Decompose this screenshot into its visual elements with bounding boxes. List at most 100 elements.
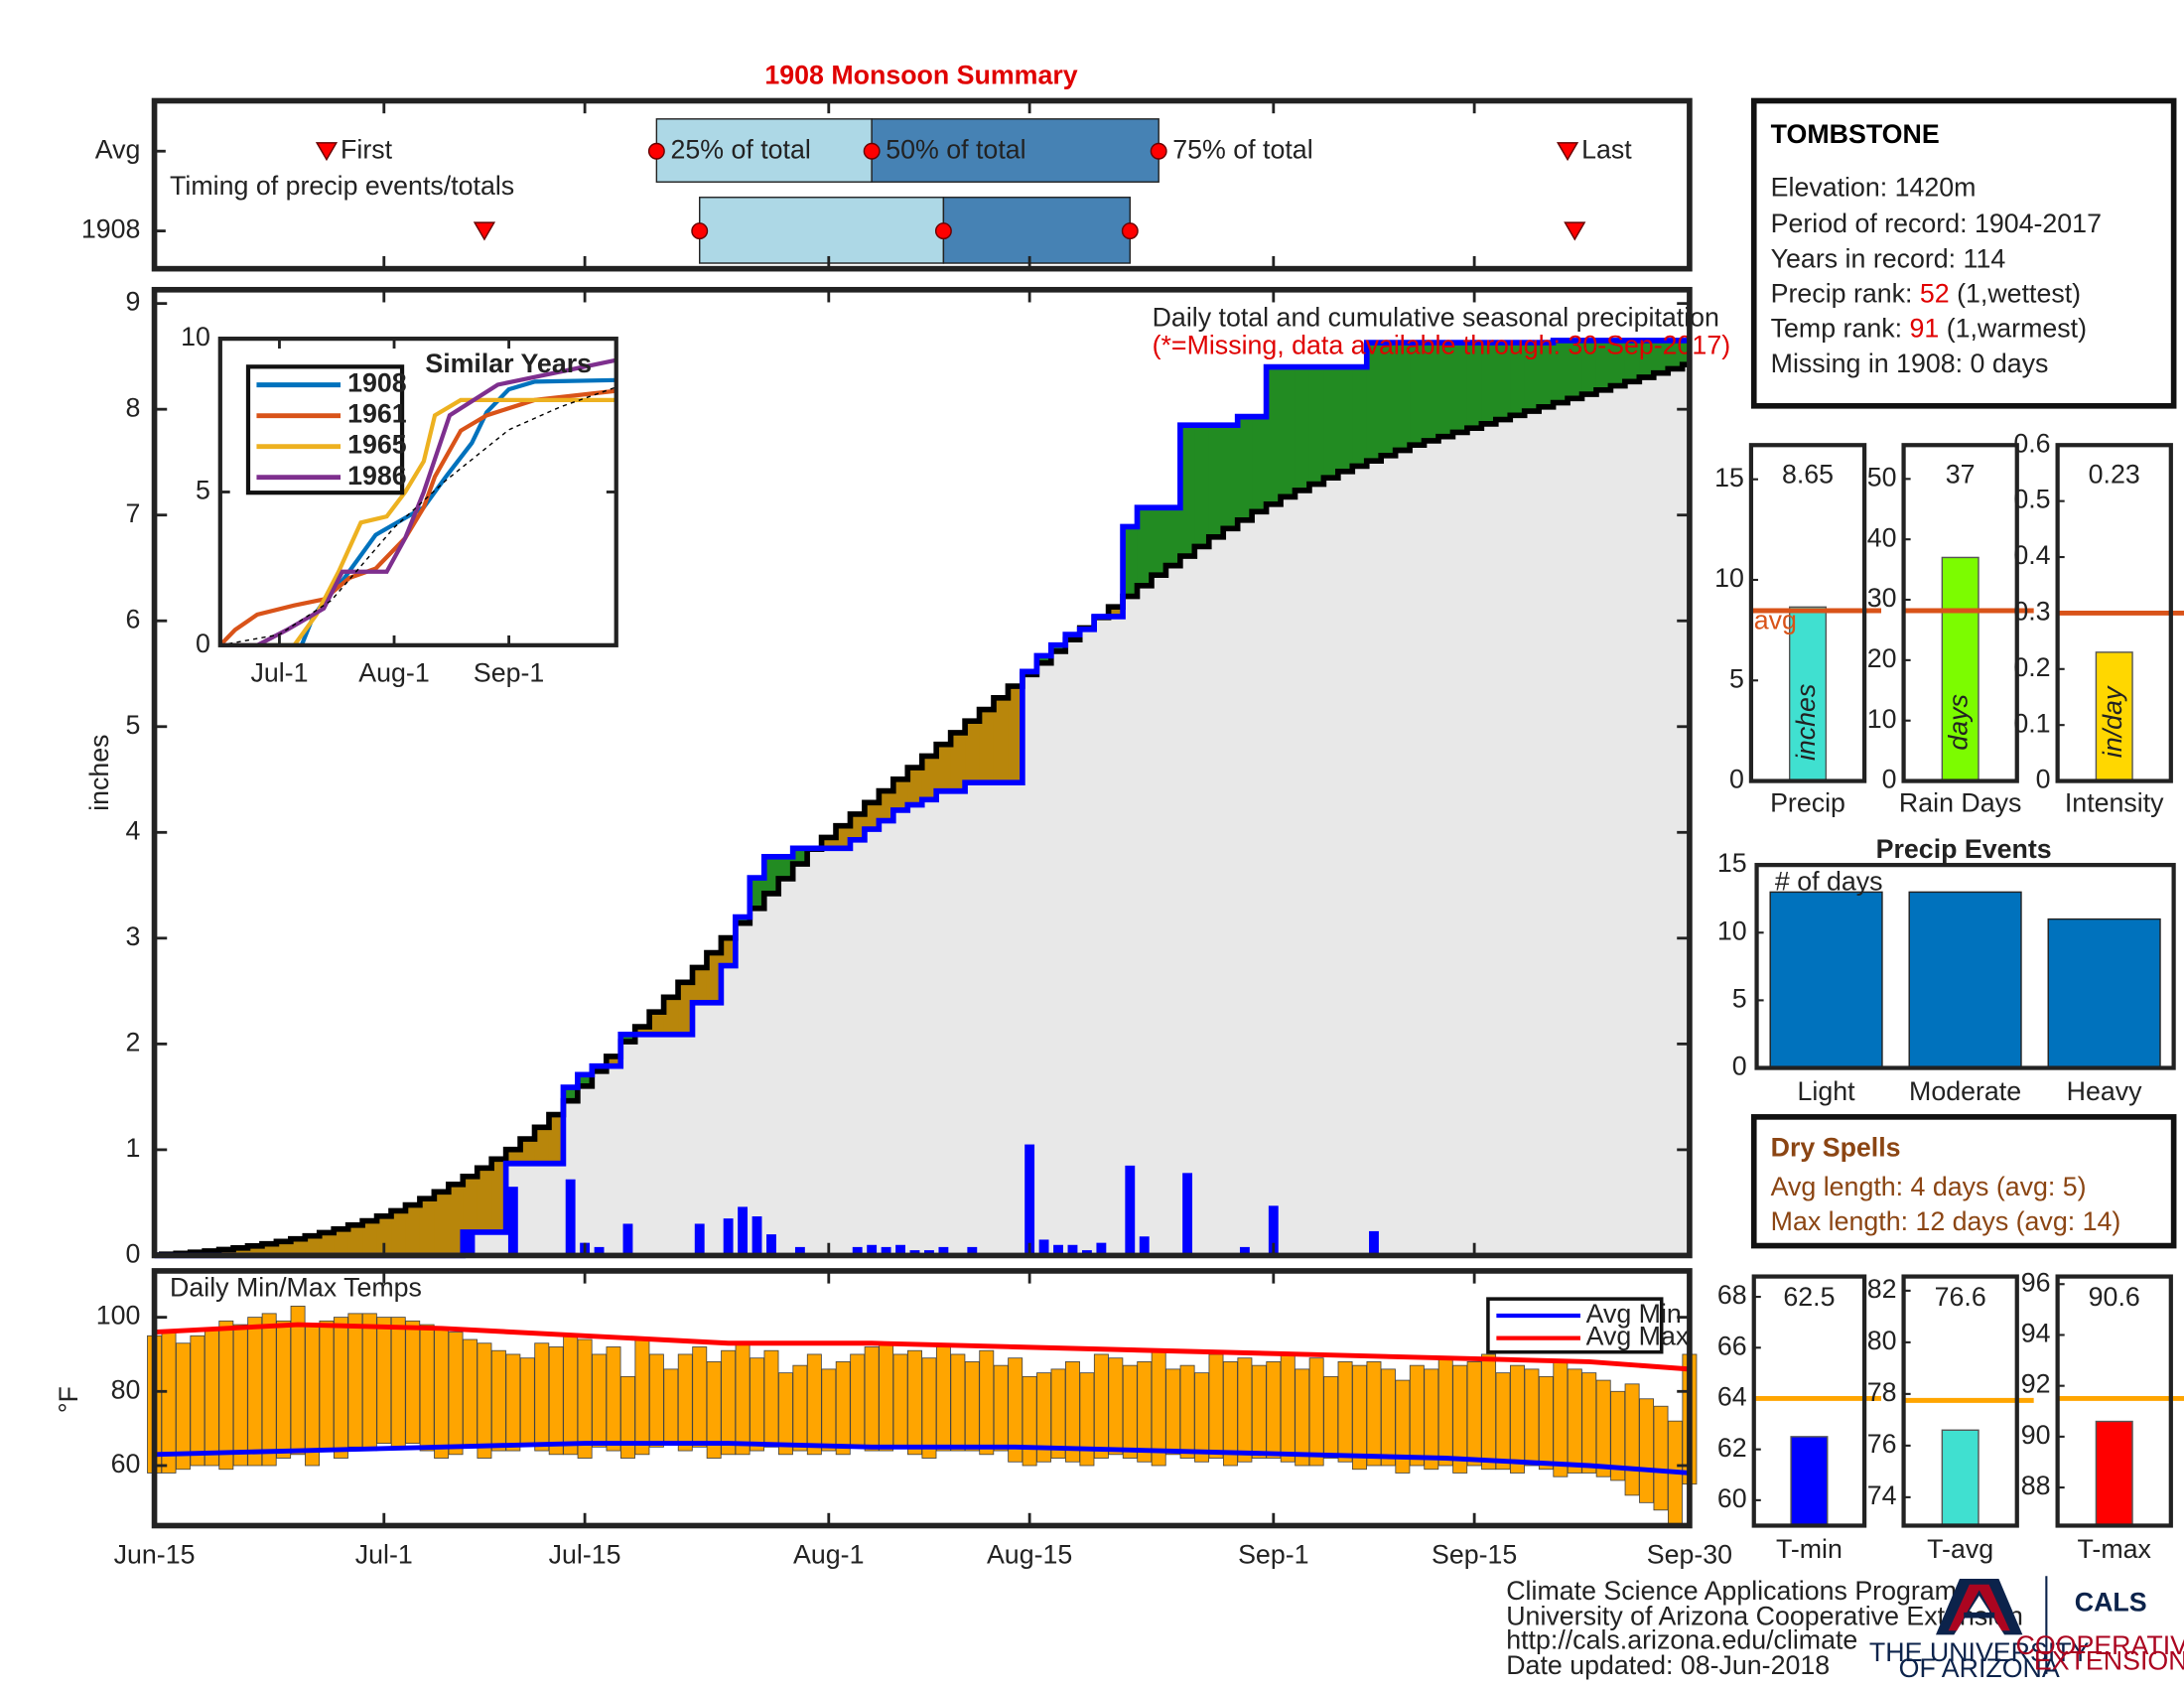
surplus-fill — [1295, 366, 1310, 491]
category-label: Heavy — [2067, 1076, 2142, 1106]
base-fill — [1410, 445, 1426, 1256]
footer-line: Climate Science Applications Program — [1506, 1576, 1957, 1606]
y-tick-label: 82 — [1867, 1274, 1897, 1304]
dry-spells-box — [1750, 1114, 2177, 1249]
base-fill — [792, 864, 808, 1256]
daily-precip-bar — [1053, 1244, 1063, 1256]
temp-range-bar — [519, 1357, 535, 1445]
base-fill — [1568, 398, 1583, 1256]
base-fill — [1466, 428, 1482, 1256]
base-fill — [1094, 617, 1110, 1256]
daily-precip-bar — [1024, 1144, 1035, 1256]
temp-range-bar — [921, 1357, 937, 1459]
chart-title: Precip Events — [1876, 834, 2052, 864]
quartile-marker — [863, 142, 881, 160]
temp-range-bar — [1581, 1372, 1597, 1474]
precip-rank: Precip rank: 52 (1,wettest) — [1771, 279, 2081, 309]
deficit-fill — [491, 1159, 507, 1232]
temp-range-bar — [577, 1338, 593, 1459]
y-tick-label: 74 — [1867, 1480, 1897, 1510]
y-axis-label: °F — [54, 1386, 83, 1413]
surplus-fill — [1568, 340, 1583, 399]
summary-bar — [1941, 1429, 1979, 1527]
deficit-fill — [276, 1241, 292, 1256]
deficit-fill — [434, 1192, 450, 1256]
y-tick-label: 0 — [126, 1239, 141, 1269]
surplus-fill — [1395, 343, 1411, 451]
value-label: 37 — [1946, 459, 1976, 489]
temp-range-bar — [850, 1353, 866, 1448]
y-tick-label: 66 — [1717, 1331, 1747, 1360]
surplus-fill — [1524, 343, 1540, 412]
event-label: Last — [1581, 134, 1632, 164]
event-bar — [2047, 917, 2161, 1069]
y-tick-label: 5 — [1729, 663, 1744, 693]
temp-range-bar — [907, 1349, 922, 1456]
surplus-fill — [1165, 507, 1181, 566]
daily-precip-bar — [1268, 1205, 1279, 1256]
deficit-fill — [864, 802, 880, 830]
temp-range-bar — [563, 1335, 579, 1456]
surplus-fill — [1510, 343, 1526, 416]
similar-year-line — [218, 388, 616, 647]
axes-frame — [1901, 443, 2019, 783]
y-tick-label: 15 — [1714, 463, 1744, 492]
base-fill — [592, 1070, 608, 1256]
temp-range-bar — [419, 1324, 435, 1452]
y-tick-label: 3 — [126, 921, 141, 951]
temp-range-bar — [1022, 1375, 1037, 1467]
temp-range-bar — [964, 1361, 980, 1452]
quartile-box — [655, 118, 873, 183]
temp-range-bar — [648, 1353, 664, 1448]
base-fill — [1208, 536, 1224, 1256]
y-tick-label: 0 — [2036, 765, 2051, 794]
x-tick-label: Jul-1 — [355, 1540, 413, 1570]
temp-range-bar — [534, 1342, 550, 1452]
surplus-fill — [620, 1034, 636, 1043]
temp-range-bar — [619, 1375, 635, 1459]
temp-range-bar — [935, 1346, 951, 1452]
station-line: Period of record: 1904-2017 — [1771, 209, 2102, 238]
temp-range-bar — [763, 1349, 779, 1448]
temp-range-bar — [692, 1346, 708, 1448]
panel-frame — [151, 97, 1693, 272]
x-tick-label: Sep-15 — [1432, 1540, 1517, 1570]
base-fill — [735, 922, 751, 1256]
base-fill — [850, 839, 866, 1256]
temp-range-bar — [1424, 1368, 1439, 1471]
base-fill — [1050, 650, 1066, 1256]
daily-precip-bar — [881, 1246, 891, 1256]
daily-precip-bar — [507, 1187, 518, 1256]
temp-range-bar — [1495, 1372, 1511, 1471]
temp-rank: Temp rank: 91 (1,warmest) — [1771, 314, 2087, 344]
annotation-note: (*=Missing, data available through: 30-S… — [1153, 331, 1731, 360]
temp-range-bar — [333, 1317, 348, 1459]
bar-label: inches — [1791, 684, 1821, 761]
surplus-fill — [1337, 366, 1353, 472]
logo-text: EXTENSION — [2034, 1646, 2184, 1676]
rank-note: (1,wettest) — [1950, 279, 2081, 309]
legend-box — [245, 364, 405, 495]
y-tick-label: 5 — [126, 710, 141, 740]
base-fill — [1595, 389, 1611, 1256]
y-tick-label: 10 — [1714, 563, 1744, 593]
base-fill — [721, 965, 737, 1256]
temp-range-bar — [232, 1324, 248, 1467]
footer-line: Date updated: 08-Jun-2018 — [1506, 1650, 1830, 1680]
base-fill — [663, 1034, 679, 1256]
temp-range-bar — [1251, 1364, 1267, 1459]
daily-precip-bar — [1096, 1242, 1107, 1256]
base-fill — [1510, 415, 1526, 1256]
y-tick-label: 0.6 — [2013, 428, 2050, 458]
deficit-fill — [892, 778, 908, 810]
legend-box — [1486, 1297, 1664, 1354]
base-fill — [1323, 478, 1339, 1256]
y-tick-label: 0 — [196, 629, 210, 658]
temp-range-bar — [1308, 1357, 1324, 1467]
base-fill — [477, 1231, 492, 1256]
surplus-fill — [1653, 340, 1669, 373]
inset-title: Similar Years — [425, 349, 592, 378]
base-fill — [634, 1034, 650, 1256]
deficit-fill — [634, 1027, 650, 1035]
base-fill — [979, 782, 995, 1256]
